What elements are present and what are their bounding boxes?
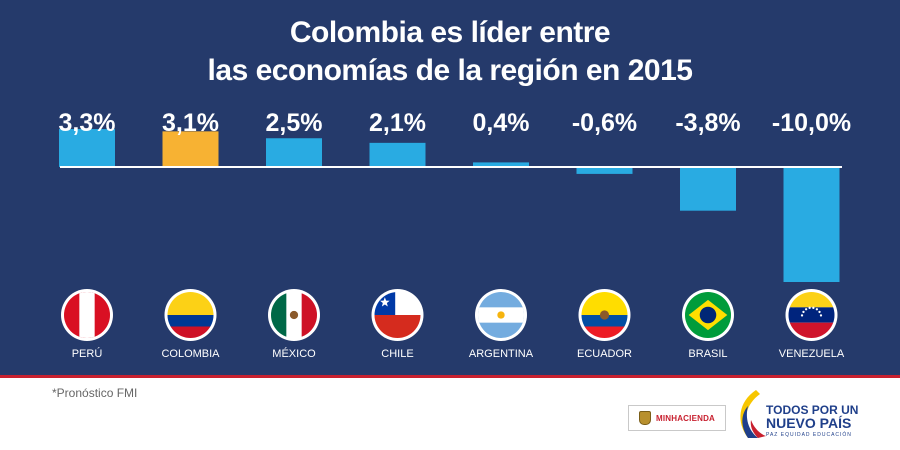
flag-brazil-icon: [682, 289, 734, 341]
country-label: MÉXICO: [272, 347, 316, 360]
flag-colombia-icon: [164, 289, 217, 341]
flag-argentina-icon: [475, 289, 527, 341]
minhacienda-logo: MINHACIENDA: [628, 405, 726, 431]
bar: [59, 129, 115, 167]
data-label: 3,3%: [59, 109, 116, 137]
coat-of-arms-icon: [638, 411, 651, 425]
bar: [369, 142, 426, 167]
country-label: PERÚ: [72, 347, 103, 360]
logo-tagline: PAZ EQUIDAD EDUCACIÓN: [766, 432, 852, 438]
logo-line-1: TODOS POR UN: [766, 403, 859, 417]
data-label: 3,1%: [162, 109, 219, 137]
flag-ecuador-icon: [578, 289, 631, 341]
data-label: 2,1%: [369, 109, 426, 137]
divider-line: [0, 375, 900, 378]
data-label: -0,6%: [572, 109, 637, 137]
bar: [162, 131, 219, 167]
country-label: CHILE: [381, 348, 413, 360]
minhacienda-text: MINHACIENDA: [655, 413, 716, 423]
flag-chile-icon: [371, 289, 424, 341]
todos-por-un-nuevo-pais-logo: TODOS POR UN NUEVO PAÍS PAZ EQUIDAD EDUC…: [734, 388, 864, 444]
country-label: ECUADOR: [577, 348, 632, 360]
bar: [266, 138, 322, 167]
chart-panel: [0, 0, 900, 375]
data-label: -3,8%: [675, 109, 740, 137]
country-label: VENEZUELA: [779, 348, 845, 360]
bar-chart: 3,3% 3,1% 2,5% 2,1% 0,4% -0,6% -3,8% -10,0% PERÚ…: [59, 109, 852, 360]
data-label: 0,4%: [473, 109, 530, 137]
flag-venezuela-icon: [785, 289, 838, 341]
bar: [576, 167, 633, 174]
data-label: 2,5%: [266, 109, 323, 137]
bar: [473, 162, 529, 167]
data-label: -10,0%: [772, 109, 851, 137]
country-label: BRASIL: [688, 348, 727, 360]
swoosh-icon: [740, 390, 766, 438]
footnote: *Pronóstico FMI: [52, 386, 138, 400]
country-label: ARGENTINA: [469, 348, 534, 360]
chart-title: Colombia es líder entre las economías de…: [0, 14, 900, 90]
logo-line-2: NUEVO PAÍS: [766, 415, 852, 431]
flag-peru-icon: [61, 289, 113, 341]
title-line-1: Colombia es líder entre: [289, 16, 611, 49]
bar: [680, 167, 736, 211]
country-label: COLOMBIA: [161, 348, 220, 360]
flag-mexico-icon: [268, 289, 320, 341]
bar: [783, 167, 840, 282]
title-line-2: las economías de la región en 2015: [207, 54, 693, 87]
